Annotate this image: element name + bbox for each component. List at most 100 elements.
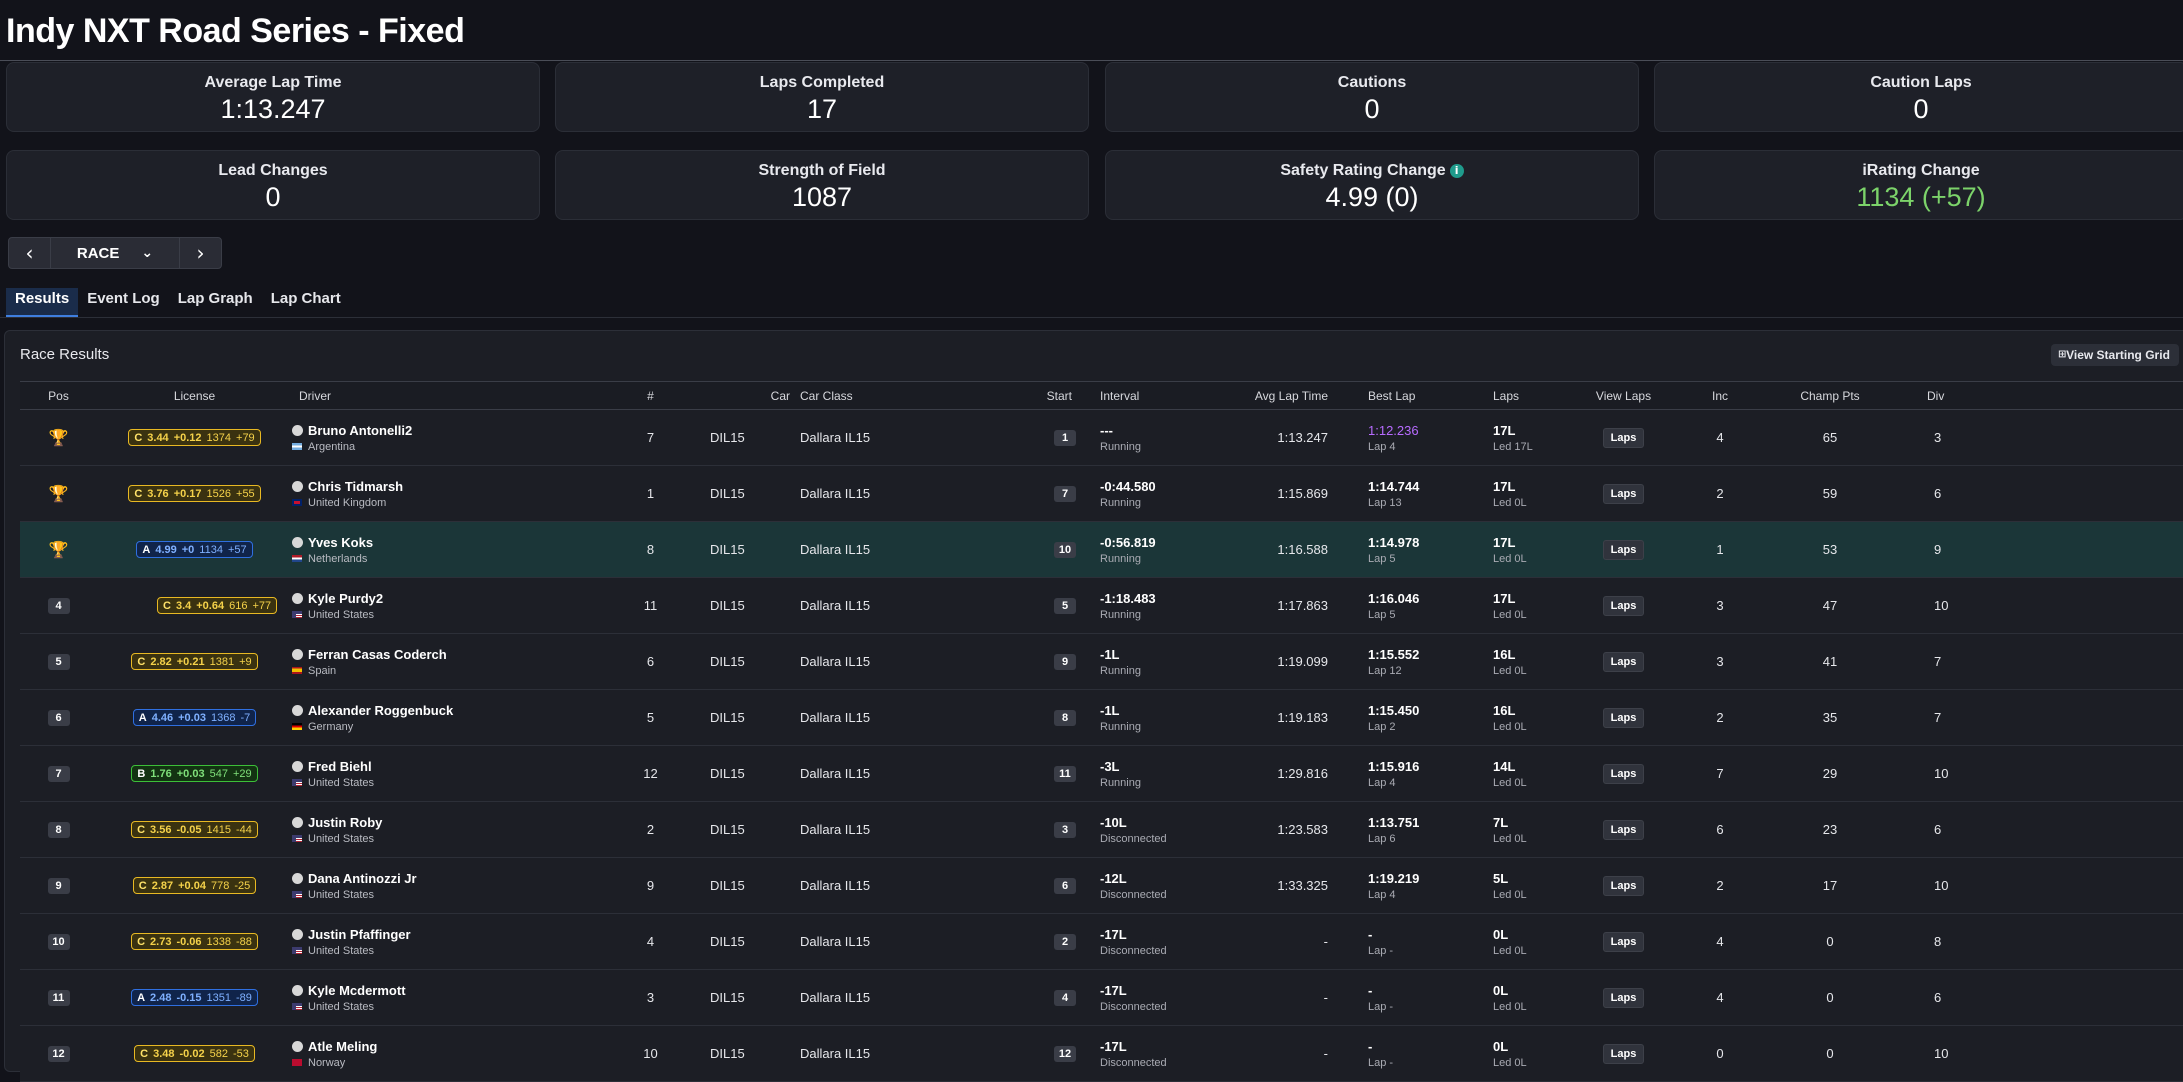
start-badge: 12 <box>1054 1046 1076 1062</box>
cell-avg-lap: - <box>1230 969 1346 1026</box>
best-lap-number: Lap 4 <box>1368 776 1396 789</box>
table-row[interactable]: 🏆 C 3.44 +0.12 1374 +79 Bruno Antonelli2 Arg… <box>20 409 2183 466</box>
col-header-interval[interactable]: Interval <box>1080 381 1230 410</box>
license-class: C <box>140 1048 149 1060</box>
view-laps-button[interactable]: Laps <box>1602 707 1645 728</box>
driver-link[interactable]: Alexander Roggenbuck <box>292 703 622 718</box>
cell-incidents: 7 <box>1673 745 1767 802</box>
laps-led: Led 0L <box>1493 1000 1527 1013</box>
helmet-icon <box>292 704 303 716</box>
cell-view-laps: Laps <box>1574 577 1673 634</box>
cell-car: DIL15 <box>679 969 800 1026</box>
view-laps-button[interactable]: Laps <box>1602 427 1645 448</box>
stat-label: Average Lap Time <box>204 74 342 91</box>
table-row[interactable]: 12 C 3.48 -0.02 582 -53 Atle Meling Norway 1… <box>20 1025 2183 1082</box>
table-row[interactable]: 9 C 2.87 +0.04 778 -25 Dana Antinozzi Jr Uni… <box>20 857 2183 914</box>
stat-value: 0 <box>1364 94 1380 124</box>
stat-value: 17 <box>806 94 838 124</box>
tab-results[interactable]: Results <box>6 288 79 318</box>
col-header-div[interactable]: Div <box>1893 381 2183 410</box>
driver-link[interactable]: Justin Pfaffinger <box>292 927 622 942</box>
driver-link[interactable]: Fred Biehl <box>292 759 622 774</box>
cell-pos: 8 <box>20 801 97 858</box>
tab-lap-graph[interactable]: Lap Graph <box>177 290 253 307</box>
license-class: C <box>163 600 171 612</box>
col-header-pos[interactable]: Pos <box>20 381 97 410</box>
interval-value: -12L <box>1100 870 1127 886</box>
driver-link[interactable]: Ferran Casas Coderch <box>292 647 622 662</box>
country-name: United Kingdom <box>308 496 387 509</box>
driver-link[interactable]: Chris Tidmarsh <box>292 479 622 494</box>
table-row[interactable]: 10 C 2.73 -0.06 1338 -88 Justin Pfaffinger U… <box>20 913 2183 970</box>
table-row[interactable]: 🏆 A 4.99 +0 1134 +57 Yves Koks Netherlands 8… <box>20 521 2183 578</box>
grid-icon: ⊞ <box>2058 349 2067 360</box>
table-row[interactable]: 4 C 3.4 +0.64 616 +77 Kyle Purdy2 United Sta… <box>20 577 2183 634</box>
license-sr: 3.4 <box>175 600 192 612</box>
previous-session-button[interactable]: ‹ <box>8 237 51 269</box>
cell-laps: 0L Led 0L <box>1471 969 1574 1026</box>
view-laps-button[interactable]: Laps <box>1602 819 1645 840</box>
cell-pos: 🏆 <box>20 521 97 578</box>
start-badge: 11 <box>1054 766 1076 782</box>
laps-led: Led 17L <box>1493 440 1533 453</box>
view-laps-button[interactable]: Laps <box>1602 651 1645 672</box>
col-header-champ-pts[interactable]: Champ Pts <box>1767 381 1893 410</box>
col-header-avg-lap[interactable]: Avg Lap Time <box>1230 381 1346 410</box>
start-badge: 6 <box>1054 878 1076 894</box>
col-header-inc[interactable]: Inc <box>1673 381 1767 410</box>
driver-link[interactable]: Justin Roby <box>292 815 622 830</box>
view-starting-grid-button[interactable]: ⊞ View Starting Grid <box>2051 344 2179 366</box>
license-sr-change: +0.17 <box>173 488 202 500</box>
col-header-car[interactable]: Car <box>679 381 800 410</box>
cell-view-laps: Laps <box>1574 633 1673 690</box>
col-header-laps[interactable]: Laps <box>1471 381 1574 410</box>
info-icon[interactable]: i <box>1449 163 1464 178</box>
table-row[interactable]: 11 A 2.48 -0.15 1351 -89 Kyle Mcdermott Unit… <box>20 969 2183 1026</box>
driver-link[interactable]: Dana Antinozzi Jr <box>292 871 622 886</box>
session-select[interactable]: RACE ⌄ <box>51 237 179 269</box>
chevron-right-icon: › <box>196 241 205 265</box>
view-laps-button[interactable]: Laps <box>1602 1043 1645 1064</box>
cell-division: 10 <box>1893 1025 2183 1082</box>
cell-view-laps: Laps <box>1574 465 1673 522</box>
table-row[interactable]: 7 B 1.76 +0.03 547 +29 Fred Biehl United Sta… <box>20 745 2183 802</box>
license-sr: 2.82 <box>150 656 172 668</box>
driver-link[interactable]: Kyle Mcdermott <box>292 983 622 998</box>
driver-link[interactable]: Bruno Antonelli2 <box>292 423 622 438</box>
view-laps-button[interactable]: Laps <box>1602 483 1645 504</box>
col-header-driver[interactable]: Driver <box>292 381 622 410</box>
license-sr-change: +0 <box>181 544 195 556</box>
table-row[interactable]: 5 C 2.82 +0.21 1381 +9 Ferran Casas Coderch … <box>20 633 2183 690</box>
position-badge: 11 <box>47 990 70 1006</box>
view-laps-button[interactable]: Laps <box>1602 987 1645 1008</box>
tab-lap-chart[interactable]: Lap Chart <box>270 290 341 307</box>
col-header-car-class[interactable]: Car Class <box>800 381 992 410</box>
start-badge: 4 <box>1054 990 1076 1006</box>
view-laps-button[interactable]: Laps <box>1602 595 1645 616</box>
col-header-number[interactable]: # <box>622 381 679 410</box>
col-header-start[interactable]: Start <box>992 381 1080 410</box>
view-laps-button[interactable]: Laps <box>1602 875 1645 896</box>
view-laps-button[interactable]: Laps <box>1602 931 1645 952</box>
driver-link[interactable]: Atle Meling <box>292 1039 622 1054</box>
cell-car: DIL15 <box>679 577 800 634</box>
table-row[interactable]: 🏆 C 3.76 +0.17 1526 +55 Chris Tidmarsh Unite… <box>20 465 2183 522</box>
license-irating-change: +29 <box>232 768 252 780</box>
driver-link[interactable]: Kyle Purdy2 <box>292 591 622 606</box>
interval-value: -1L <box>1100 702 1120 718</box>
view-laps-button[interactable]: Laps <box>1602 539 1645 560</box>
best-lap-number: Lap 2 <box>1368 720 1396 733</box>
col-header-license[interactable]: License <box>97 381 292 410</box>
view-laps-button[interactable]: Laps <box>1602 763 1645 784</box>
table-row[interactable]: 6 A 4.46 +0.03 1368 -7 Alexander Roggenbuck … <box>20 689 2183 746</box>
cell-car: DIL15 <box>679 745 800 802</box>
tab-event-log[interactable]: Event Log <box>87 290 160 307</box>
cell-division: 6 <box>1893 465 2183 522</box>
driver-link[interactable]: Yves Koks <box>292 535 622 550</box>
session-navigator: ‹ RACE ⌄ › <box>8 237 222 269</box>
next-session-button[interactable]: › <box>179 237 222 269</box>
best-lap-value: 1:15.916 <box>1368 758 1420 774</box>
table-row[interactable]: 8 C 3.56 -0.05 1415 -44 Justin Roby United S… <box>20 801 2183 858</box>
cell-avg-lap: 1:15.869 <box>1230 465 1346 522</box>
col-header-best-lap[interactable]: Best Lap <box>1346 381 1471 410</box>
